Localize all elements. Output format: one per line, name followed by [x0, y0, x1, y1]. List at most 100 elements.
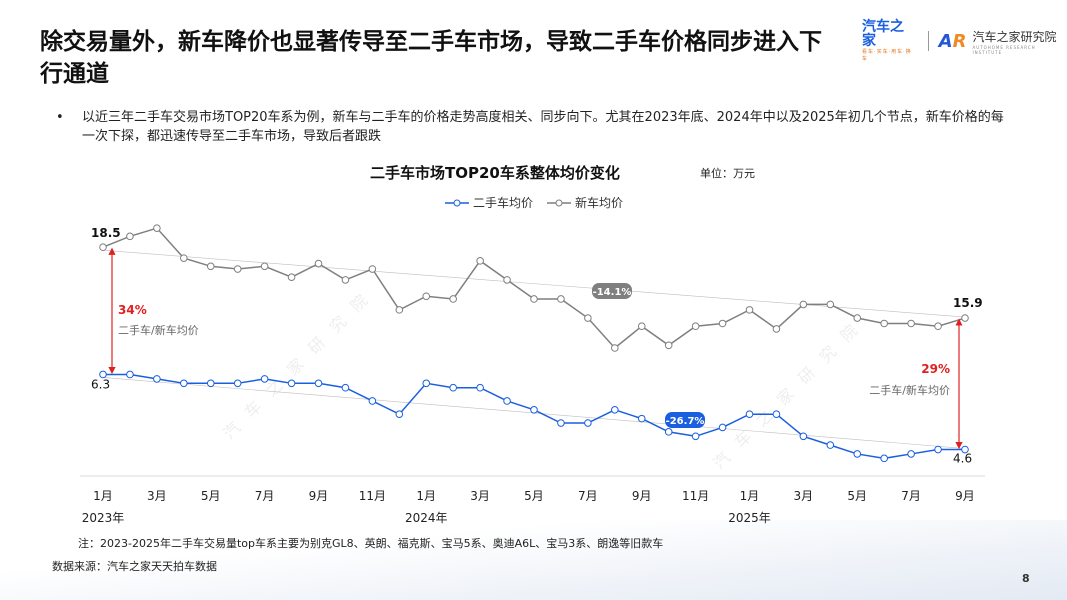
data-point: [476, 257, 484, 265]
data-point: [853, 314, 862, 322]
x-tick-label: 5月: [524, 489, 544, 503]
data-point: [503, 276, 511, 284]
data-point: [368, 265, 377, 273]
data-point: [206, 262, 215, 271]
data-point: [934, 445, 942, 454]
x-tick-label: 11月: [682, 489, 709, 503]
data-source: 数据来源：汽车之家天天拍车数据: [52, 560, 217, 573]
bullet-point: • 以近三年二手车交易市场TOP20车系为例，新车与二手车的价格走势高度相关、同…: [56, 108, 1016, 146]
data-point: [772, 410, 781, 419]
data-point: [287, 273, 296, 281]
data-point: [745, 410, 754, 419]
x-tick-label: 7月: [255, 489, 275, 503]
data-point: [153, 375, 161, 383]
x-tick-label: 7月: [901, 489, 921, 503]
data-point: [745, 306, 754, 314]
data-point: [799, 432, 808, 441]
data-point: [907, 450, 915, 458]
x-tick-label: 11月: [359, 489, 386, 503]
data-point: [395, 306, 404, 314]
trend-line: [102, 249, 966, 318]
year-label: 2023年: [82, 511, 125, 525]
legend-item-used: 二手车均价: [445, 196, 533, 210]
data-point: [126, 370, 134, 379]
data-point: [126, 232, 134, 241]
x-tick-label: 5月: [201, 489, 221, 503]
data-point: [584, 314, 592, 322]
data-point: [260, 262, 269, 271]
series-line-new: [102, 227, 966, 350]
data-point: [180, 379, 188, 388]
trend-change-label: -14.1%: [593, 287, 632, 298]
data-point: [799, 300, 808, 309]
watermark: 汽车之家研究院: [709, 311, 871, 473]
data-point: [637, 414, 646, 423]
data-point: [341, 383, 350, 392]
bullet-text: 以近三年二手车交易市场TOP20车系为例，新车与二手车的价格走势高度相关、同步向…: [82, 110, 1004, 144]
chart-legend: 二手车均价 新车均价: [445, 196, 623, 210]
data-point: [314, 259, 323, 268]
bullet-dot-icon: •: [56, 110, 64, 125]
page-title: 除交易量外，新车降价也显著传导至二手车市场，导致二手车价格同步进入下行通道: [40, 29, 822, 87]
data-point: [99, 370, 107, 379]
ar-logo-icon: AR: [938, 30, 967, 52]
ratio-caption: 二手车/新车均价: [118, 323, 199, 337]
ratio-label: 29%: [921, 362, 950, 376]
data-point: [314, 379, 323, 388]
data-point: [260, 375, 269, 383]
data-point: [691, 432, 700, 441]
chart-title: 二手车市场TOP20车系整体均价变化: [370, 164, 620, 182]
logo: 汽车之家 看车·买车·用车·换车 AR 汽车之家研究院 AUTOHOME RES…: [862, 20, 1067, 62]
legend-line-used-icon: [445, 199, 469, 207]
data-point: [503, 397, 511, 405]
data-point: [826, 441, 835, 449]
data-point: [422, 292, 431, 301]
data-point: [584, 419, 592, 427]
legend-item-new: 新车均价: [547, 196, 623, 210]
trend-change-label: -26.7%: [666, 416, 705, 427]
data-point: [449, 295, 457, 303]
data-point: [611, 344, 619, 352]
data-point: [826, 300, 835, 309]
logo-divider: [927, 31, 929, 51]
data-point: [637, 322, 646, 331]
data-point: [153, 224, 161, 232]
data-point: [961, 445, 969, 454]
legend-line-new-icon: [547, 199, 572, 207]
x-tick-label: 3月: [794, 489, 814, 503]
page-number: 8: [1022, 572, 1030, 585]
x-tick-label: 9月: [955, 489, 975, 503]
data-point: [718, 423, 727, 432]
data-point: [961, 314, 969, 322]
ratio-label: 34%: [118, 303, 147, 317]
data-point: [718, 319, 727, 328]
x-tick-label: 9月: [309, 489, 329, 503]
data-point: [611, 405, 619, 414]
data-point: [557, 295, 565, 303]
data-point: [476, 383, 484, 392]
data-point: [287, 379, 296, 388]
start-value-label: 18.5: [91, 226, 121, 240]
data-point: [880, 319, 888, 328]
data-point: [934, 322, 942, 331]
data-point: [664, 428, 673, 436]
x-tick-label: 1月: [740, 489, 760, 503]
data-point: [907, 319, 915, 328]
data-point: [233, 265, 242, 273]
x-tick-label: 3月: [147, 489, 167, 503]
end-value-label: 4.6: [953, 452, 972, 466]
data-point: [99, 243, 107, 252]
data-point: [422, 379, 431, 388]
x-tick-label: 5月: [847, 489, 867, 503]
chart-unit: 单位：万元: [700, 167, 755, 180]
x-tick-label: 3月: [470, 489, 490, 503]
data-point: [530, 295, 538, 303]
footnote: 注：2023-2025年二手车交易量top车系主要为别克GL8、英朗、福克斯、宝…: [78, 537, 664, 550]
end-value-label: 15.9: [953, 296, 983, 310]
data-point: [395, 410, 404, 419]
x-tick-label: 1月: [416, 489, 436, 503]
data-point: [368, 397, 377, 405]
year-label: 2024年: [405, 511, 448, 525]
background-wave: [0, 520, 1067, 600]
